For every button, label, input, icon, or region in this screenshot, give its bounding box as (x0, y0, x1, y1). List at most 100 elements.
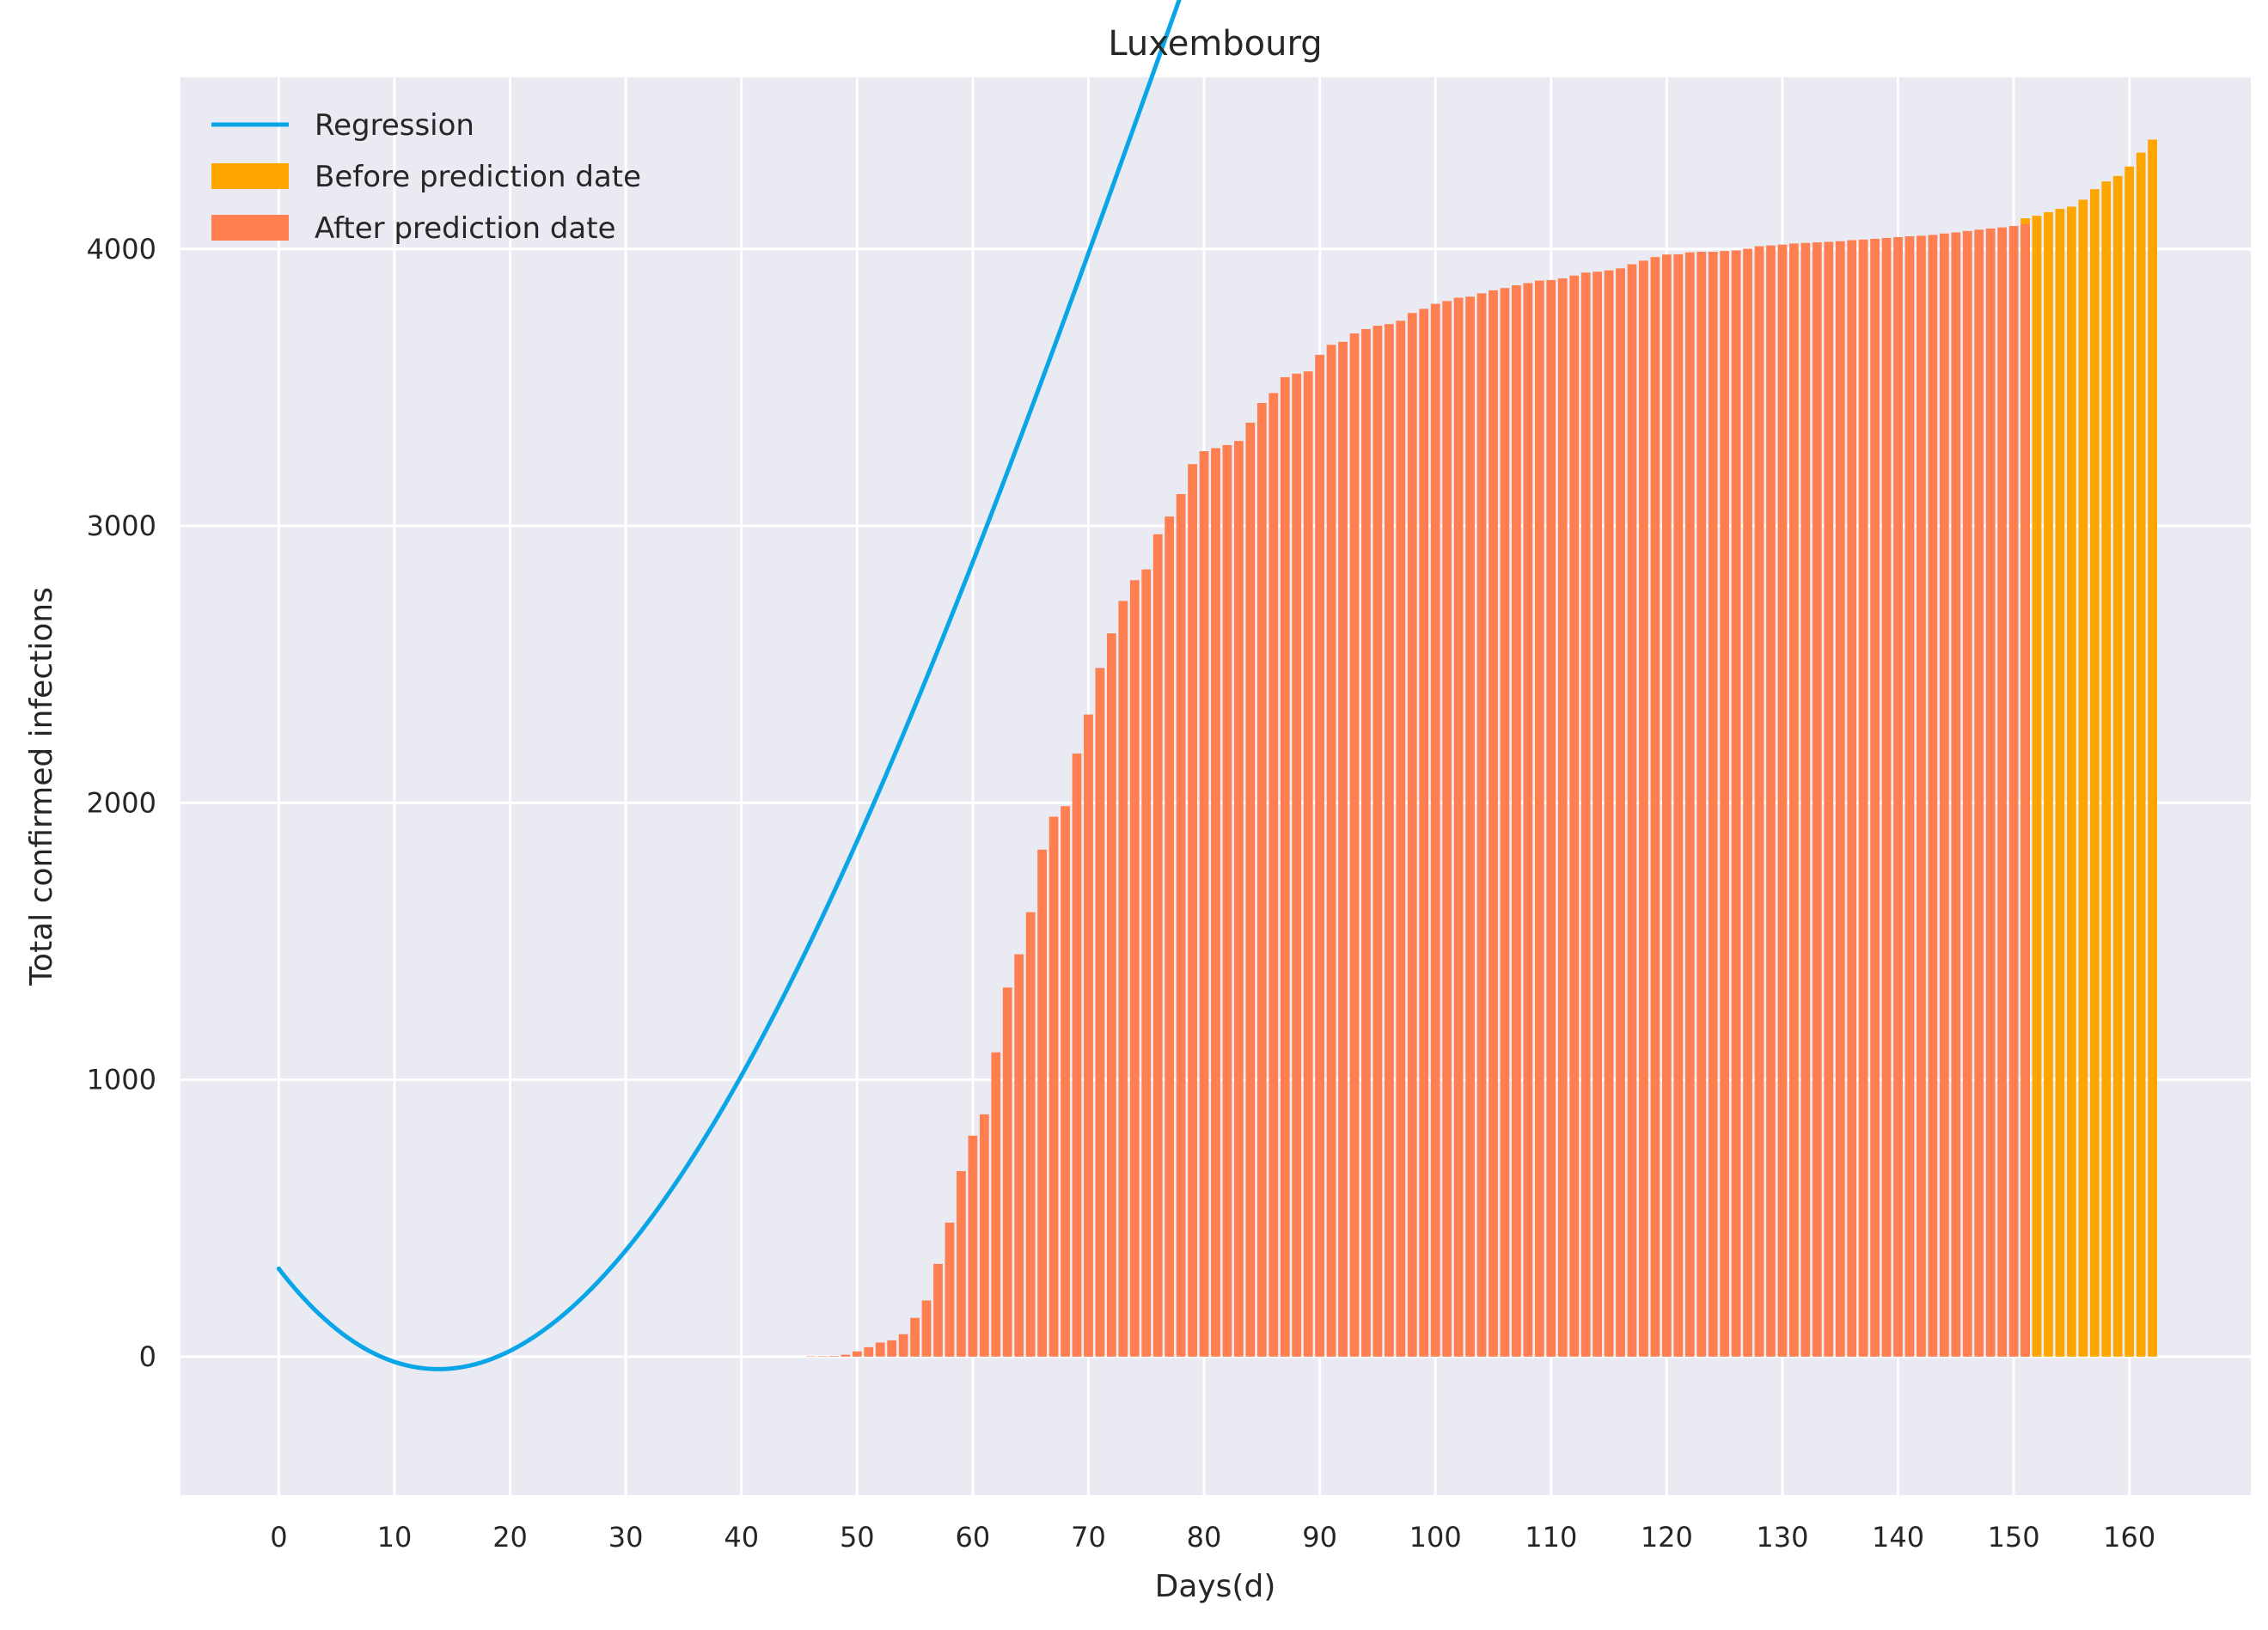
bar (1489, 290, 1498, 1357)
bar (1708, 252, 1718, 1357)
regression-layer (276, 0, 1182, 1371)
legend-label-regression: Regression (315, 108, 474, 143)
bar (1627, 264, 1637, 1357)
legend-label-after: After prediction date (315, 211, 616, 246)
bar (910, 1317, 920, 1357)
bar (1812, 242, 1822, 1357)
x-tick-label: 50 (840, 1521, 875, 1554)
legend: Regression Before prediction date After … (211, 108, 641, 246)
y-tick-labels: 0 1000 2000 3000 4000 (87, 233, 156, 1373)
bar (921, 1300, 932, 1357)
bar (1696, 252, 1707, 1357)
bar (2136, 152, 2146, 1357)
y-tick-label: 0 (139, 1340, 156, 1373)
bar (1061, 806, 1070, 1357)
bar (1072, 753, 1082, 1357)
bar (1684, 252, 1695, 1357)
x-tick-label: 100 (1409, 1521, 1462, 1554)
bar (1292, 373, 1302, 1357)
bar (1338, 341, 1348, 1357)
bar (1106, 633, 1116, 1357)
bar (2101, 181, 2112, 1357)
x-tick-label: 0 (270, 1521, 287, 1554)
bars (806, 139, 2157, 1358)
bar (1512, 285, 1521, 1357)
bar (1673, 253, 1684, 1357)
bar (979, 1114, 989, 1357)
bar (1604, 270, 1614, 1357)
bar (1199, 451, 1209, 1357)
bar (1731, 250, 1741, 1357)
x-tick-label: 140 (1872, 1521, 1924, 1554)
x-tick-label: 20 (492, 1521, 528, 1554)
bar (852, 1351, 862, 1357)
x-axis-label: Days(d) (1155, 1569, 1276, 1604)
bar (887, 1340, 897, 1357)
bar (875, 1342, 885, 1357)
bar (1118, 601, 1128, 1357)
x-tick-label: 10 (377, 1521, 413, 1554)
x-tick-label: 120 (1641, 1521, 1693, 1554)
x-tick-label: 90 (1302, 1521, 1337, 1554)
x-tick-labels: 0 10 20 30 40 50 60 70 80 90 100 110 120 130 140 150 160 (270, 1521, 2155, 1554)
bar (968, 1135, 978, 1357)
bar (1800, 242, 1811, 1357)
bar (1326, 345, 1336, 1357)
bar (1928, 235, 1938, 1357)
bar (1777, 244, 1788, 1357)
bar (1315, 354, 1325, 1357)
x-tick-label: 60 (956, 1521, 991, 1554)
bar (991, 1052, 1001, 1357)
bar (1870, 238, 1880, 1357)
bar (1234, 441, 1244, 1357)
x-tick-label: 30 (608, 1521, 644, 1554)
bar (1893, 236, 1903, 1357)
bar (1349, 333, 1360, 1357)
y-tick-label: 4000 (87, 233, 156, 266)
bar (2032, 216, 2042, 1357)
bar (2067, 206, 2076, 1357)
bar (1974, 229, 1984, 1357)
y-tick-label: 3000 (87, 510, 156, 542)
y-tick-label: 2000 (87, 786, 156, 819)
legend-swatch-after (211, 215, 289, 241)
bar (1268, 393, 1279, 1357)
bar (1580, 272, 1591, 1357)
bar (1835, 241, 1845, 1357)
bar (1014, 954, 1024, 1357)
regression-line (276, 0, 1182, 1371)
bar (1824, 241, 1834, 1357)
bar (1419, 308, 1429, 1357)
legend-label-before: Before prediction date (315, 160, 641, 194)
bar (1442, 301, 1452, 1357)
bar (1256, 402, 1267, 1357)
bar (1858, 239, 1868, 1357)
bar (898, 1334, 908, 1357)
legend-swatch-before (211, 163, 289, 189)
bar (1084, 714, 1093, 1357)
bar (1025, 912, 1036, 1357)
bar (1141, 569, 1152, 1357)
bar (1546, 279, 1556, 1357)
bar (1396, 321, 1406, 1357)
bar (1557, 278, 1568, 1357)
bar (2078, 199, 2088, 1357)
bar (1095, 668, 1105, 1357)
bar (1639, 260, 1648, 1357)
x-tick-label: 150 (1988, 1521, 2040, 1554)
bar (2089, 189, 2100, 1357)
bar (2020, 223, 2030, 1357)
bar (2008, 226, 2019, 1357)
bar (1523, 283, 1533, 1357)
bar (1592, 272, 1603, 1357)
bar (1176, 494, 1186, 1357)
bar (1720, 251, 1730, 1357)
bar (806, 1356, 816, 1358)
chart-title: Luxembourg (1108, 24, 1322, 64)
bar (1985, 228, 1996, 1357)
y-axis-label: Total confirmed infections (24, 587, 59, 986)
y-tick-label: 1000 (87, 1064, 156, 1096)
bar (1361, 328, 1371, 1357)
bar (1372, 326, 1383, 1357)
x-tick-label: 160 (2103, 1521, 2155, 1554)
